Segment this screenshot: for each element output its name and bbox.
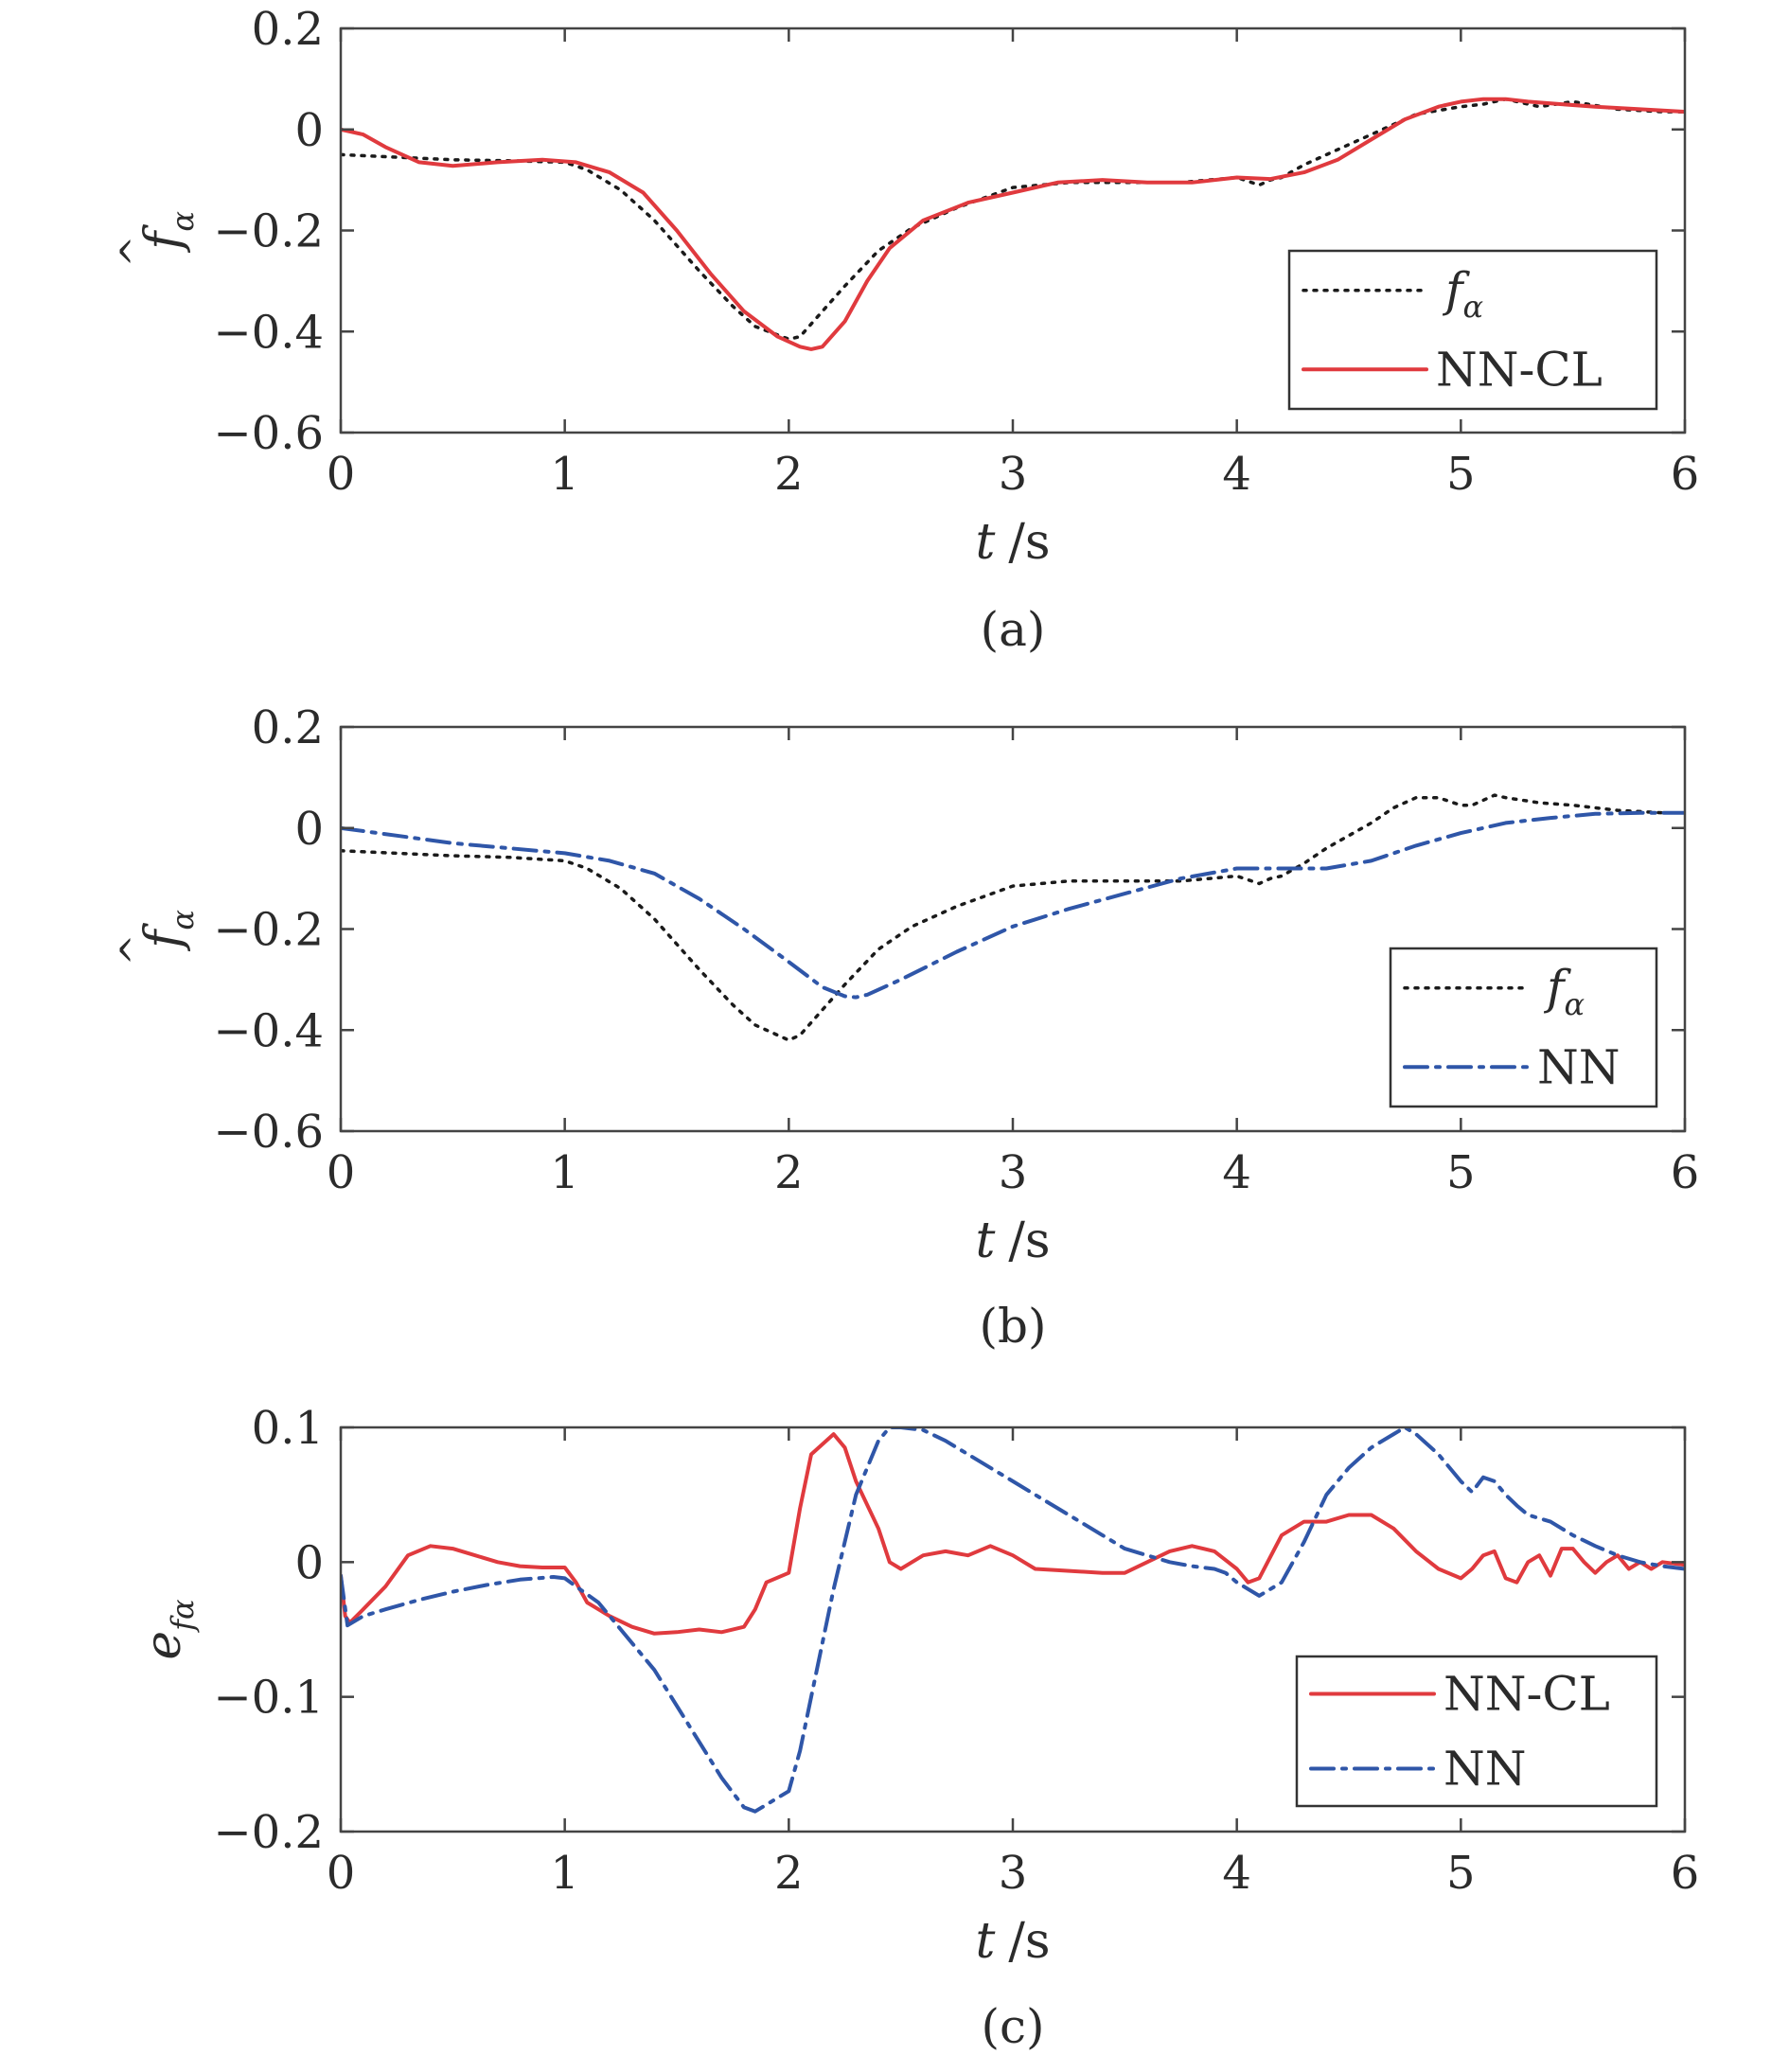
y-tick-label: 0 xyxy=(294,104,324,157)
x-tick-label: 5 xyxy=(1446,1847,1476,1900)
y-tick-label: −0.4 xyxy=(213,306,324,359)
chart-panel-c: 0 1 2 3 4 5 6 −0.2 −0.1 0 0.1 t/s efα (c) NN-CL NN xyxy=(135,1402,1699,2054)
svg-text:efα: efα xyxy=(135,1599,201,1659)
x-tick-label: 4 xyxy=(1222,1847,1251,1900)
x-tick-label: 6 xyxy=(1671,1847,1700,1900)
x-tick-label: 1 xyxy=(550,1146,579,1199)
x-tick-label: 3 xyxy=(999,1146,1028,1199)
legend-label: NN-CL xyxy=(1444,1667,1610,1722)
x-axis-unit: /s xyxy=(1008,1913,1050,1970)
y-axis-subscript: α xyxy=(165,910,201,930)
y-tick-label: −0.6 xyxy=(213,1106,324,1159)
legend-subscript: α xyxy=(1463,289,1484,325)
y-tick-label: 0.2 xyxy=(252,3,324,56)
x-tick-label: 2 xyxy=(774,448,804,501)
legend-box xyxy=(1287,249,1658,411)
x-axis-unit: /s xyxy=(1008,1213,1050,1269)
series-line-c-1 xyxy=(341,1427,1685,1814)
y-tick-label: −0.2 xyxy=(213,1806,324,1859)
y-tick-label: −0.2 xyxy=(213,904,324,957)
x-axis-var: t xyxy=(975,514,995,571)
x-tick-label: 3 xyxy=(999,1847,1028,1900)
x-axis-var: t xyxy=(975,1913,995,1970)
y-tick-label: 0 xyxy=(294,803,324,856)
y-tick-label: 0 xyxy=(294,1536,324,1589)
y-axis-label: fα^ xyxy=(114,211,201,267)
x-tick-label: 5 xyxy=(1446,448,1476,501)
series-line-b-1 xyxy=(341,810,1685,1000)
x-tick-label: 0 xyxy=(327,448,356,501)
y-axis-accent: ^ xyxy=(114,236,157,268)
x-tick-label: 4 xyxy=(1222,448,1251,501)
x-axis-label: t/s xyxy=(975,1213,1050,1269)
series-line-c-0 xyxy=(341,1432,1685,1636)
x-tick-label: 0 xyxy=(327,1847,356,1900)
legend-box xyxy=(1389,947,1658,1108)
x-axis-unit: /s xyxy=(1008,514,1050,571)
y-tick-label: −0.4 xyxy=(213,1004,324,1057)
y-axis-accent: ^ xyxy=(114,934,157,966)
y-tick-label: −0.2 xyxy=(213,205,324,258)
legend: NN-CL NN xyxy=(1295,1655,1658,1808)
y-axis-subscript: fα xyxy=(165,1599,201,1632)
x-tick-label: 2 xyxy=(774,1146,804,1199)
x-axis-label: t/s xyxy=(975,1913,1050,1970)
y-tick-label: −0.6 xyxy=(213,407,324,460)
legend-box xyxy=(1295,1655,1658,1808)
y-tick-label: 0.2 xyxy=(252,701,324,754)
x-tick-label: 4 xyxy=(1222,1146,1251,1199)
x-tick-label: 1 xyxy=(550,1847,579,1900)
x-tick-label: 6 xyxy=(1671,448,1700,501)
x-tick-label: 6 xyxy=(1671,1146,1700,1199)
legend-label: NN xyxy=(1444,1742,1527,1797)
y-axis-subscript: α xyxy=(165,211,201,232)
x-tick-label: 2 xyxy=(774,1847,804,1900)
x-tick-label: 5 xyxy=(1446,1146,1476,1199)
panel-label: (a) xyxy=(981,602,1046,657)
y-axis-label: efα xyxy=(135,1599,201,1659)
series-line-a-1 xyxy=(341,97,1685,351)
y-axis-symbol: e xyxy=(135,1631,192,1660)
panel-label: (c) xyxy=(981,1999,1044,2054)
y-axis-label: fα^ xyxy=(114,910,201,965)
x-tick-label: 1 xyxy=(550,448,579,501)
x-axis-label: t/s xyxy=(975,514,1050,571)
x-axis-var: t xyxy=(975,1213,995,1269)
panel-label: (b) xyxy=(979,1299,1046,1354)
x-tick-label: 0 xyxy=(327,1146,356,1199)
legend-label: NN-CL xyxy=(1436,342,1603,397)
y-tick-label: 0.1 xyxy=(252,1402,324,1455)
legend-label: NN xyxy=(1537,1039,1621,1094)
x-tick-label: 3 xyxy=(999,448,1028,501)
series-line-a-0 xyxy=(341,97,1685,342)
y-tick-label: −0.1 xyxy=(213,1672,324,1725)
series-line-b-0 xyxy=(341,793,1685,1042)
legend-subscript: α xyxy=(1565,986,1585,1022)
